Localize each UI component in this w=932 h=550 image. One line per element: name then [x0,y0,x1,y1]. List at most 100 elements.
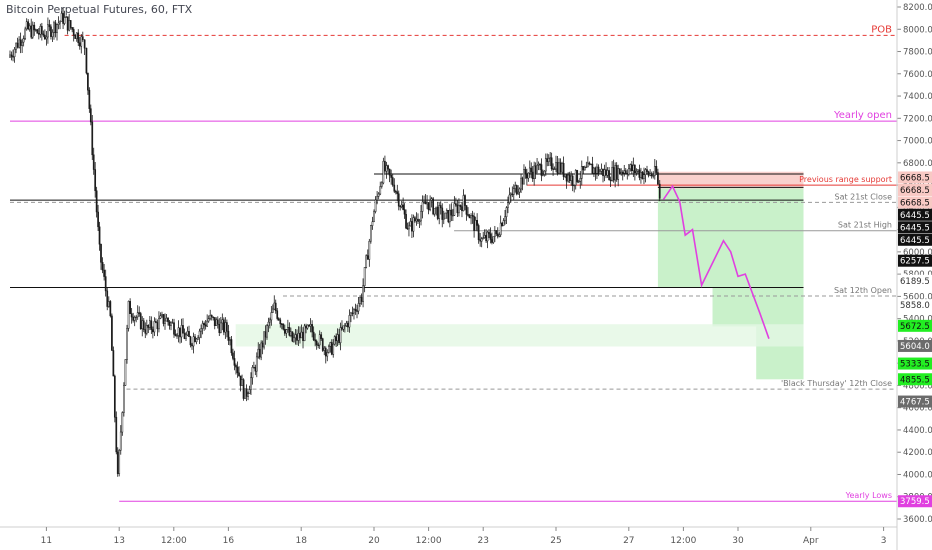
candle-body [21,41,23,46]
candle-body [66,16,69,31]
candle-body [264,331,267,338]
candle-body [221,319,224,324]
candle-body [501,222,503,226]
candle-body [417,218,419,222]
y-tick-label: 7600.0 [903,70,932,80]
price-label: 5858.0 [900,301,930,311]
candle-body [420,211,422,222]
candle-body [397,193,400,207]
candle-body [638,169,641,178]
candle-body [232,352,234,359]
candle-body [514,185,517,189]
candle-body [142,320,145,330]
candle-body [148,320,151,328]
candle-body [159,315,162,319]
candle-body [68,20,71,31]
candle-body [568,174,571,181]
candle-body [540,164,543,176]
y-tick-label: 4600.0 [903,404,932,414]
x-tick-label: 25 [550,536,561,546]
candle-body [302,331,304,341]
price-label-box [898,171,932,184]
candle-body [363,267,366,286]
candle-body [164,320,166,324]
candle-body [561,163,563,173]
candle-body [312,331,315,341]
candle-body [512,188,515,195]
y-tick-label: 4000.0 [903,470,932,480]
candle-body [162,314,165,324]
y-tick-label: 4400.0 [903,426,932,436]
candle-body [235,365,237,368]
candle-body [285,329,288,334]
x-tick-label: 12:00 [416,536,442,546]
candle-body [244,388,246,399]
candle-body [39,26,42,35]
candle-body [441,207,444,220]
candle-body [562,163,565,177]
candle-body [464,195,466,206]
candle-body [194,336,196,342]
candle-body [609,179,612,182]
candle-body [647,171,650,176]
candle-body [347,322,349,328]
price-label-box [898,339,932,352]
candle-body [379,186,382,195]
price-label: 3759.5 [900,497,930,507]
candle-body [621,171,624,174]
price-label: 6668.5 [900,173,930,183]
candle-body [254,367,257,372]
candle-body [370,225,372,242]
candle-body [353,309,355,314]
candle-body [324,347,327,357]
candle-body [112,350,115,377]
candle-body [315,340,318,346]
candle-body [453,203,456,216]
candle-body [574,170,577,186]
candle-body [658,183,661,199]
x-tick-label: 3 [881,536,887,546]
y-tick-label: 6800.0 [903,159,932,169]
candle-body [242,379,245,399]
candle-body [277,318,280,321]
level-label: Sat 21st Close [835,192,893,201]
candle-body [558,162,560,174]
candle-body [553,168,556,170]
candle-body [287,327,289,330]
candle-body [641,171,644,179]
candle-body [150,320,153,330]
candle-body [528,167,531,174]
candle-body [480,238,483,242]
candle-body [429,200,431,211]
candle-body [18,39,20,48]
candle-body [587,162,589,168]
candle-body [69,20,72,28]
candle-body [433,208,436,215]
price-label-box [898,274,932,287]
candle-body [33,24,36,31]
candle-body [444,212,447,219]
zone-lightgreen [235,324,804,347]
candle-body [448,209,451,223]
candle-body [136,312,139,318]
level-label: Sat 21st High [838,221,892,230]
candle-body [493,230,496,237]
candle-body [432,198,434,215]
candle-body [303,325,306,341]
candle-body [92,154,95,170]
candle-body [488,231,490,235]
candle-body [544,158,547,172]
price-label: 6257.5 [900,257,930,267]
candle-body [63,17,66,24]
candle-body [393,184,396,192]
candle-body [526,174,528,179]
candle-body [498,234,501,237]
candle-body [626,172,629,175]
x-tick-label: 12:00 [161,536,187,546]
candle-body [260,342,263,358]
candle-body [75,32,78,39]
candle-body [314,339,317,342]
candle-body [267,321,270,326]
candle-body [308,324,310,327]
